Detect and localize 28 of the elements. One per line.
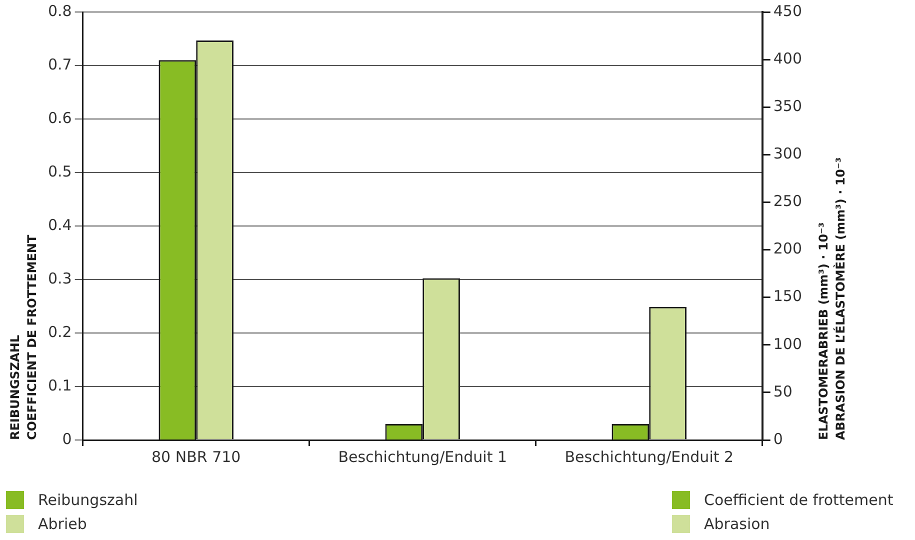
y-axis-title: REIBUNGSZAHL COEFFICIENT DE FROTTEMENT bbox=[8, 234, 40, 440]
y2-tick-label: 250 bbox=[773, 192, 802, 210]
y2-axis-title: ELASTOMERABRIEB (mm³) · 10⁻³ ABRASION DE L’ÉLASTOMÈRE (mm³) · 10⁻³ bbox=[816, 157, 848, 440]
y-tick-label: 0 bbox=[62, 430, 72, 448]
y-tick-label: 0.7 bbox=[48, 55, 72, 74]
y-tick-label: 0.4 bbox=[48, 216, 72, 234]
y-tick-label: 0.8 bbox=[48, 2, 72, 20]
x-tick-label: 80 NBR 710 bbox=[152, 448, 241, 466]
text: Abrasion bbox=[704, 515, 770, 533]
x-tick-label: Beschichtung/Enduit 1 bbox=[338, 448, 508, 466]
legend-label: Reibungszahl bbox=[38, 491, 138, 509]
legend-label: Abrieb bbox=[38, 515, 87, 533]
y-tick-label: 0.6 bbox=[48, 108, 72, 127]
y2-tick-label: 0 bbox=[773, 430, 783, 448]
y2-tick-label: 400 bbox=[773, 49, 802, 68]
y-tick-label: 0.2 bbox=[48, 322, 72, 341]
y2-tick-label: 350 bbox=[773, 97, 802, 115]
y-tick-label: 0.5 bbox=[48, 162, 72, 180]
y2-tick-label: 200 bbox=[773, 240, 802, 258]
y-tick-label: 0.3 bbox=[48, 269, 72, 288]
y-tick-label: 0.1 bbox=[48, 376, 72, 394]
y2-tick-label: 50 bbox=[773, 382, 792, 400]
x-tick-label: Beschichtung/Enduit 2 bbox=[564, 448, 734, 466]
y2-tick-label: 450 bbox=[773, 2, 802, 20]
y2-tick-label: 150 bbox=[773, 287, 802, 306]
text: Coefficient de frottement bbox=[704, 491, 894, 509]
y2-tick-label: 100 bbox=[773, 334, 802, 353]
y2-tick-label: 300 bbox=[773, 144, 802, 163]
